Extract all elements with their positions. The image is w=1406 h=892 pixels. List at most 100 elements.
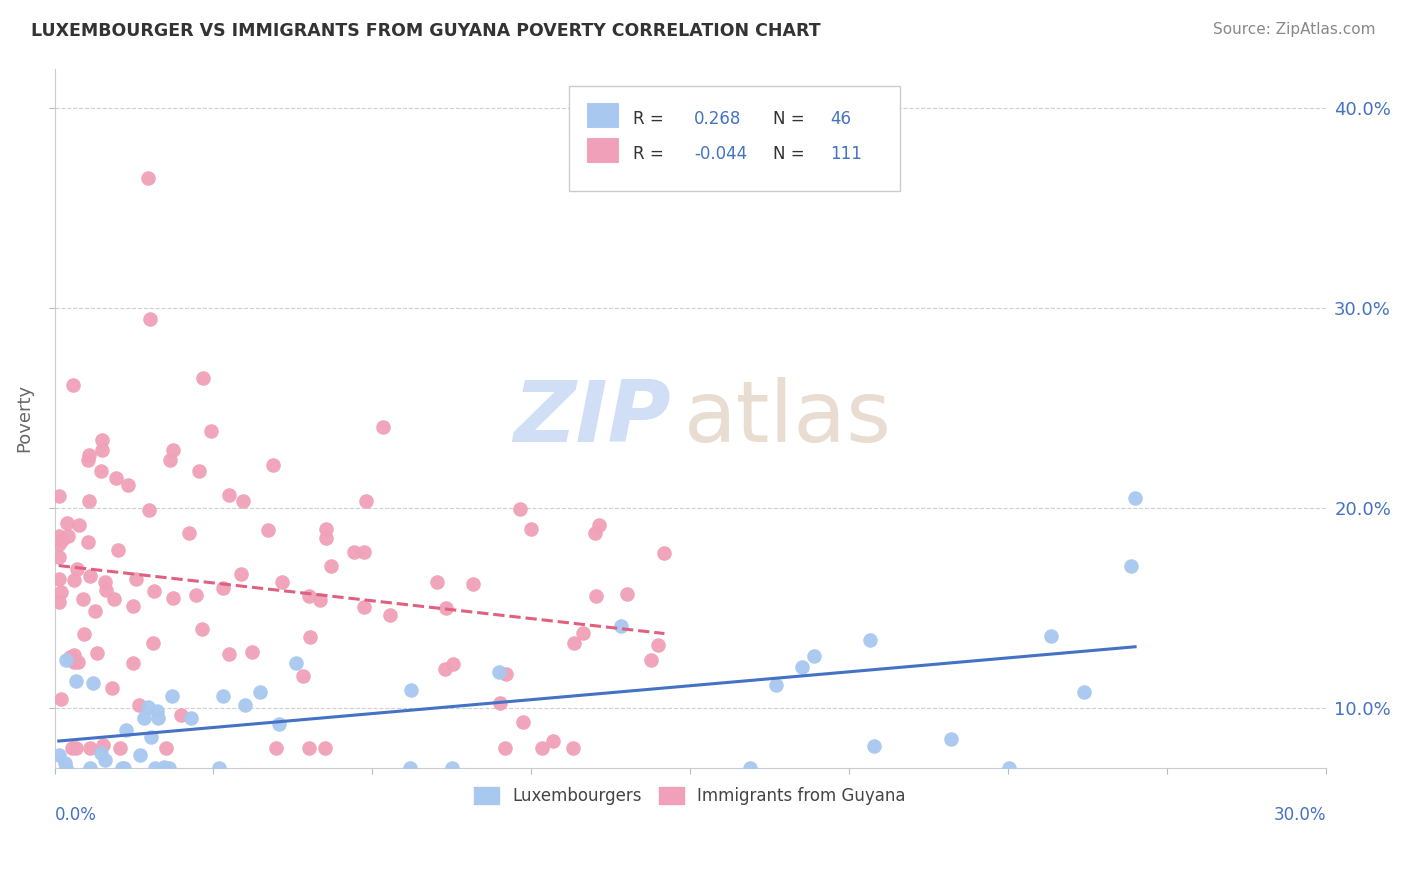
Point [63,648,86,662]
Point [489,696,512,710]
Point [55,653,77,667]
Point [207,761,229,775]
Point [138,503,160,517]
Point [124,572,146,586]
Point [256,523,278,537]
Point [91,433,114,447]
Point [48,537,70,551]
Point [434,662,457,676]
Point [103,591,125,606]
Point [399,682,422,697]
Point [93,738,115,752]
Point [232,493,254,508]
Point [354,494,377,508]
Point [740,761,762,775]
Point [114,723,136,737]
Text: N =: N = [773,111,810,128]
Point [55,761,77,775]
Point [531,740,554,755]
Point [583,525,606,540]
Point [159,452,181,467]
Point [157,761,180,775]
Text: ZIP: ZIP [513,376,671,459]
Point [48,529,70,543]
Point [56,529,79,543]
Point [262,458,284,472]
Point [218,488,240,502]
Point [82,676,104,690]
Point [51,533,73,548]
Point [562,636,585,650]
Point [519,522,541,536]
Point [55,516,77,530]
Point [153,760,176,774]
Text: 111: 111 [830,145,862,163]
Point [218,647,240,661]
Point [353,600,375,615]
Point [72,592,94,607]
Point [94,575,117,590]
Point [191,622,214,636]
Point [233,698,256,713]
Point [461,577,484,591]
Point [426,574,449,589]
Text: 46: 46 [830,111,851,128]
Point [79,569,101,583]
Y-axis label: Poverty: Poverty [15,384,32,452]
Point [143,584,166,599]
Point [1123,491,1146,505]
Point [136,171,159,186]
Point [1039,629,1062,643]
Point [191,371,214,385]
Point [66,655,89,669]
Point [271,574,294,589]
Point [66,562,89,576]
Point [90,465,112,479]
Point [146,711,169,725]
Point [588,517,610,532]
Point [200,425,222,439]
Text: atlas: atlas [683,376,891,459]
Point [616,587,638,601]
Point [48,595,70,609]
Point [122,657,145,671]
Point [803,648,825,663]
Point [155,740,177,755]
Text: -0.044: -0.044 [695,145,747,163]
Point [51,692,73,706]
Point [101,681,124,695]
Point [84,604,107,618]
Point [441,657,464,672]
Point [108,740,131,755]
Point [285,656,308,670]
Point [62,655,84,669]
Point [139,730,162,744]
Point [297,740,319,755]
Point [53,756,76,770]
Text: 0.0%: 0.0% [55,806,97,824]
Point [59,649,82,664]
Point [111,761,134,775]
Point [765,678,787,692]
Point [640,653,662,667]
Point [77,448,100,462]
Point [139,312,162,326]
Point [1121,558,1143,573]
Point [495,666,517,681]
Point [1073,685,1095,699]
Point [79,761,101,775]
Point [162,443,184,458]
Point [77,494,100,508]
Legend: Luxembourgers, Immigrants from Guyana: Luxembourgers, Immigrants from Guyana [468,780,912,812]
Point [997,761,1019,775]
Point [48,747,70,762]
Point [212,689,235,703]
FancyBboxPatch shape [588,137,617,161]
Point [488,665,510,679]
Point [60,740,83,755]
Point [121,599,143,613]
Point [315,522,337,536]
Point [132,711,155,725]
Point [48,572,70,586]
Point [146,705,169,719]
